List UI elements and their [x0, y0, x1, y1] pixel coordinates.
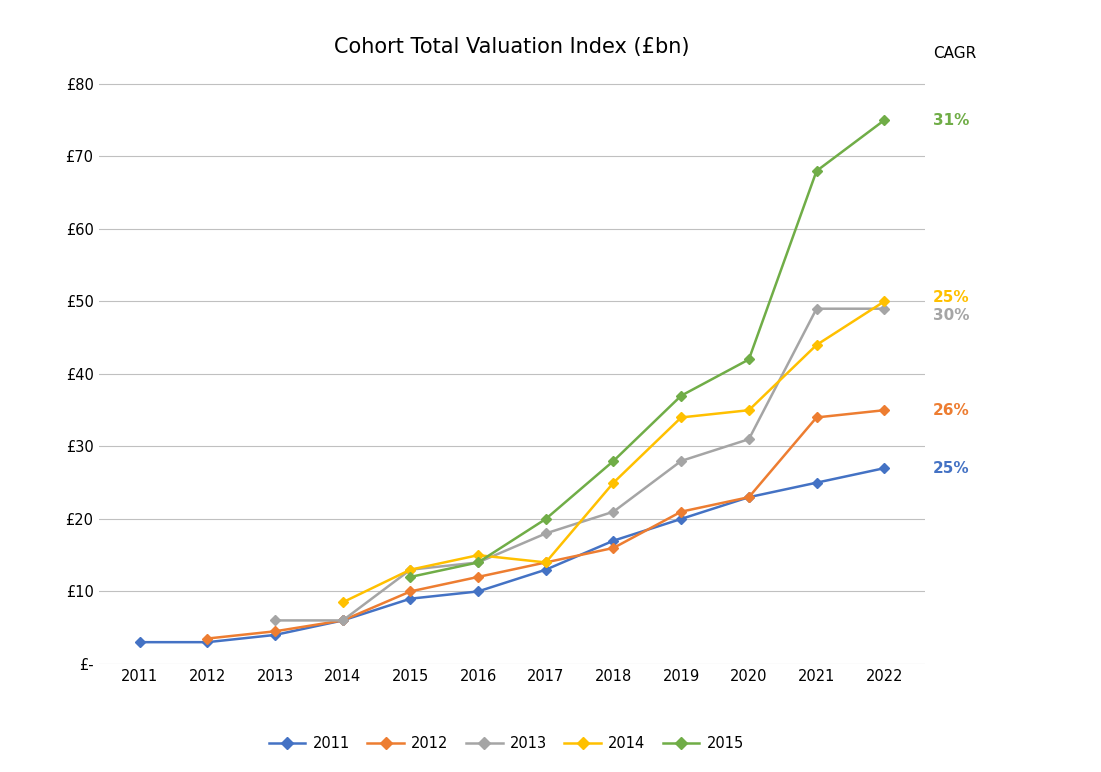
- Text: 31%: 31%: [933, 113, 970, 127]
- Legend: 2011, 2012, 2013, 2014, 2015: 2011, 2012, 2013, 2014, 2015: [263, 730, 750, 757]
- Title: Cohort Total Valuation Index (£bn): Cohort Total Valuation Index (£bn): [335, 37, 689, 57]
- Text: 30%: 30%: [933, 309, 970, 323]
- Text: 25%: 25%: [933, 461, 970, 476]
- Text: 26%: 26%: [933, 403, 970, 418]
- Text: CAGR: CAGR: [933, 46, 977, 61]
- Text: 25%: 25%: [933, 290, 970, 306]
